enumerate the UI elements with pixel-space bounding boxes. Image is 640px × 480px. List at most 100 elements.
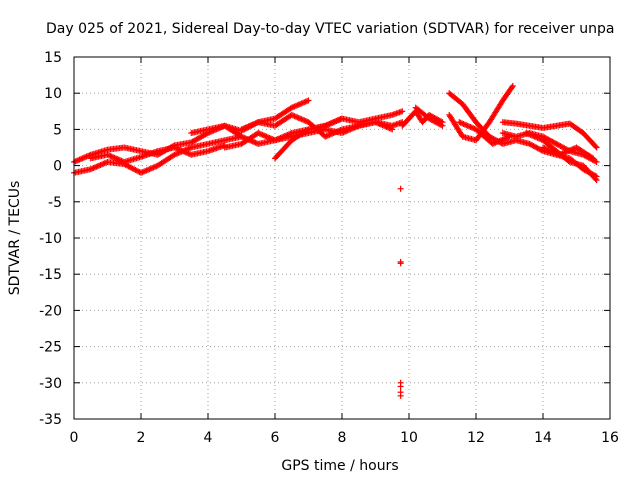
data-point <box>239 134 246 141</box>
data-point <box>238 133 245 140</box>
data-point <box>80 154 87 161</box>
data-point <box>297 101 304 108</box>
data-point <box>294 102 301 109</box>
data-point <box>174 145 181 152</box>
data-point <box>399 108 406 115</box>
data-point <box>336 127 343 134</box>
data-point <box>535 135 542 142</box>
data-point <box>330 130 337 137</box>
data-point <box>292 102 299 109</box>
data-point <box>299 99 306 106</box>
data-point <box>325 132 332 139</box>
data-point <box>76 156 83 163</box>
data-point <box>566 147 573 154</box>
data-point <box>182 149 189 156</box>
data-point <box>100 160 107 167</box>
data-point <box>565 148 572 155</box>
data-point <box>397 392 404 399</box>
data-point <box>114 155 121 162</box>
data-point <box>523 130 530 137</box>
data-point <box>269 136 276 143</box>
data-point <box>322 122 329 129</box>
data-point <box>379 122 386 129</box>
data-point <box>336 116 343 123</box>
y-tick-label: 15 <box>44 50 62 66</box>
data-point <box>530 133 537 140</box>
x-axis-label: GPS time / hours <box>281 458 398 474</box>
data-point <box>266 134 273 141</box>
data-point <box>111 154 118 161</box>
data-point <box>333 128 340 135</box>
data-point <box>491 140 498 147</box>
data-point <box>294 114 301 121</box>
data-point <box>298 116 305 123</box>
data-point <box>112 155 119 162</box>
data-point <box>104 151 111 158</box>
data-point <box>93 163 100 170</box>
data-point <box>184 149 191 156</box>
data-point <box>73 157 80 164</box>
data-point <box>540 144 546 151</box>
data-point <box>89 165 96 172</box>
data-point <box>332 118 339 125</box>
y-tick-label: -10 <box>39 231 62 247</box>
data-point <box>143 167 150 174</box>
x-tick-label: 10 <box>400 430 418 446</box>
x-tick-label: 12 <box>467 430 485 446</box>
data-point <box>592 175 599 182</box>
data-point <box>241 125 248 132</box>
data-point <box>258 131 265 138</box>
data-point <box>302 117 309 124</box>
data-point <box>337 127 344 134</box>
data-point <box>246 122 253 129</box>
data-point <box>290 112 297 119</box>
data-point <box>397 260 404 267</box>
data-point <box>138 169 144 176</box>
data-point <box>139 169 146 176</box>
data-point <box>565 157 572 164</box>
data-point <box>288 111 295 118</box>
data-point <box>87 166 94 173</box>
data-point <box>593 158 600 165</box>
data-point <box>291 113 298 120</box>
data-point <box>305 97 312 104</box>
data-point <box>151 163 158 170</box>
data-point <box>548 148 555 155</box>
data-point <box>552 149 559 156</box>
data-point <box>177 146 184 153</box>
data-point <box>108 153 115 160</box>
data-point <box>110 154 117 161</box>
data-point <box>332 129 339 136</box>
data-point <box>249 138 256 145</box>
data-point <box>528 132 535 139</box>
data-point <box>334 128 341 135</box>
x-tick-label: 0 <box>70 430 79 446</box>
data-point <box>297 115 304 122</box>
data-point <box>397 185 404 192</box>
data-point <box>175 146 182 153</box>
data-point <box>590 155 597 162</box>
data-point <box>107 152 114 159</box>
data-point <box>295 101 302 108</box>
data-point <box>380 122 387 129</box>
data-points <box>71 82 600 399</box>
data-point <box>75 157 82 164</box>
data-point <box>72 158 79 165</box>
data-point <box>327 131 334 138</box>
data-point <box>149 165 156 172</box>
data-point <box>333 117 340 124</box>
data-point <box>551 149 558 156</box>
data-point <box>147 165 154 172</box>
data-point <box>94 163 101 170</box>
data-point <box>179 148 186 155</box>
data-point <box>96 162 103 169</box>
data-point <box>330 119 337 126</box>
x-tick-label: 6 <box>271 430 280 446</box>
data-point <box>372 119 379 126</box>
data-point <box>118 157 125 164</box>
data-point <box>389 126 396 133</box>
data-point <box>91 164 98 171</box>
data-point <box>302 98 309 105</box>
data-point <box>560 149 567 156</box>
